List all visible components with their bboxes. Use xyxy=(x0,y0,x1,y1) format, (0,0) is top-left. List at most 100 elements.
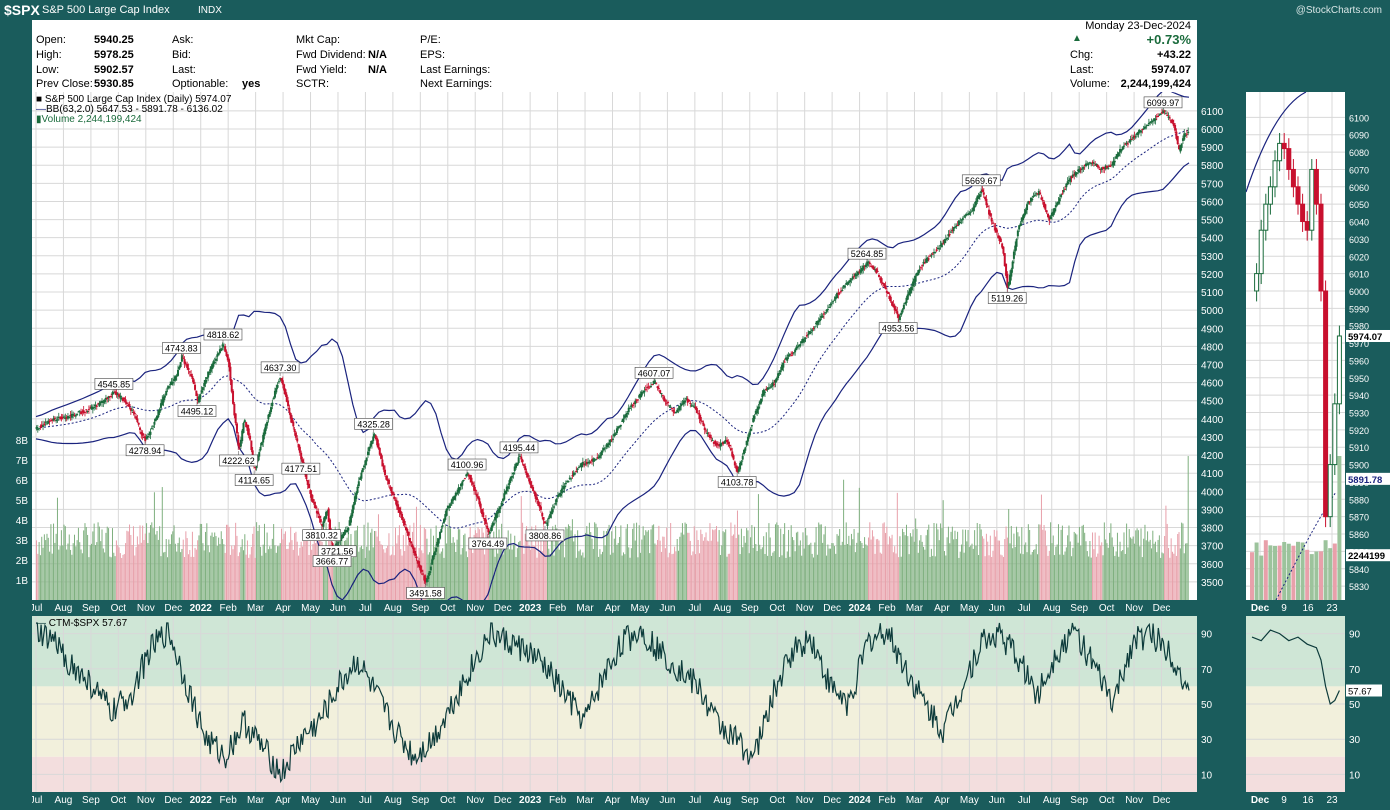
ctm-line xyxy=(35,622,1190,784)
candle-body xyxy=(70,413,73,418)
x-tick: Jul xyxy=(1018,795,1031,806)
candle-body xyxy=(48,420,51,422)
volume-bar xyxy=(341,537,343,600)
volume-bar xyxy=(1089,541,1091,600)
volume-bar xyxy=(364,557,366,600)
volume-bar xyxy=(527,531,529,600)
volume-bar xyxy=(590,532,592,600)
ctm-zoom-panel[interactable] xyxy=(1246,616,1345,792)
candle-body xyxy=(1065,183,1068,188)
candle-body xyxy=(422,573,425,575)
volume-bar xyxy=(1034,549,1036,600)
volume-bar xyxy=(109,556,111,600)
volume-bar xyxy=(468,537,470,600)
price-annotation: 3808.86 xyxy=(525,525,565,542)
volume-bar xyxy=(975,545,977,600)
candle-body xyxy=(135,416,138,419)
annotation-box xyxy=(406,587,445,599)
candle-body xyxy=(829,304,832,306)
zoom-volume-bar xyxy=(1323,540,1328,600)
volume-bar xyxy=(333,557,335,600)
candle-body xyxy=(425,578,428,583)
volume-bar xyxy=(1116,532,1118,600)
volume-bar xyxy=(1111,537,1113,600)
volume-bar xyxy=(235,522,237,600)
annotation-box xyxy=(717,476,757,488)
volume-bar xyxy=(543,524,545,600)
candle-body xyxy=(765,388,768,391)
volume-bar xyxy=(409,525,411,600)
candle-body xyxy=(1174,124,1177,131)
candle-body xyxy=(1019,223,1022,226)
candle-body xyxy=(482,512,485,518)
zoom-chart[interactable] xyxy=(1245,91,1345,601)
volume-bar xyxy=(176,551,178,600)
candle-body xyxy=(281,380,284,385)
volume-bar xyxy=(326,549,328,600)
x-tick: Mar xyxy=(906,795,924,806)
volume-bar xyxy=(962,529,964,600)
candle-body xyxy=(841,289,844,291)
candle-body xyxy=(729,448,732,451)
volume-bar xyxy=(781,555,783,600)
candle-body xyxy=(556,495,559,498)
volume-bar xyxy=(1105,539,1107,600)
candle-body xyxy=(883,283,886,287)
x-tick: 2024 xyxy=(848,795,871,806)
candle-body xyxy=(542,517,545,521)
candle-body xyxy=(631,404,634,406)
volume-bar xyxy=(832,543,834,600)
chg-label: Chg: xyxy=(1070,49,1094,61)
volume-bar xyxy=(1156,552,1158,600)
ctm-tick: 90 xyxy=(1201,630,1213,641)
zoom-volume-bar xyxy=(1296,541,1300,600)
candle-body xyxy=(880,278,883,283)
volume-bar xyxy=(651,525,653,600)
candle-body xyxy=(724,439,727,442)
candle-body xyxy=(792,352,795,354)
volume-tick: 8B xyxy=(16,436,29,447)
candle-body xyxy=(404,527,407,530)
price-annotation: 4195.44 xyxy=(499,441,539,456)
candle-body xyxy=(86,410,89,412)
volume-bar xyxy=(959,551,961,600)
zoom-candle-body xyxy=(1327,464,1333,518)
candle-body xyxy=(702,422,705,426)
volume-bar xyxy=(870,539,872,600)
candle-body xyxy=(158,409,161,413)
volume-bar xyxy=(911,536,913,600)
volume-bar xyxy=(220,531,222,600)
candle-body xyxy=(1039,192,1042,195)
volume-bar xyxy=(305,529,307,600)
volume-bar xyxy=(913,541,915,600)
volume-bar xyxy=(330,543,332,600)
volume-bar xyxy=(68,534,70,600)
volume-bar xyxy=(290,526,292,600)
candle-body xyxy=(805,335,808,337)
candle-body xyxy=(437,538,440,544)
x-tick: May xyxy=(630,603,649,614)
volume-bar xyxy=(240,546,242,600)
candle-body xyxy=(547,517,550,520)
volume-bar xyxy=(811,553,813,600)
volume-bar xyxy=(858,487,860,600)
volume-bar xyxy=(177,542,179,600)
zoom-price-tick: 5830 xyxy=(1349,582,1369,592)
volume-bar xyxy=(404,551,406,600)
candle-body xyxy=(167,386,170,389)
volume-bar xyxy=(1008,509,1010,600)
volume-bar xyxy=(167,557,169,600)
volume-bar xyxy=(258,525,260,600)
price-chart[interactable]: 4545.85 4743.83 4818.62 4495.12 4278.94 4222.… xyxy=(32,89,1197,620)
volume-bar xyxy=(810,542,812,600)
zoom-price-tick: 5860 xyxy=(1349,530,1369,540)
candle-body xyxy=(1006,274,1009,288)
volume-bar xyxy=(426,538,428,600)
volume-bar xyxy=(1068,525,1070,600)
candle-body xyxy=(568,477,571,480)
volume-bar xyxy=(108,528,110,600)
volume-bar xyxy=(898,557,900,600)
annotation-label: 6099.97 xyxy=(1147,98,1180,108)
candle-body xyxy=(486,525,489,529)
ctm-panel[interactable] xyxy=(32,616,1197,792)
